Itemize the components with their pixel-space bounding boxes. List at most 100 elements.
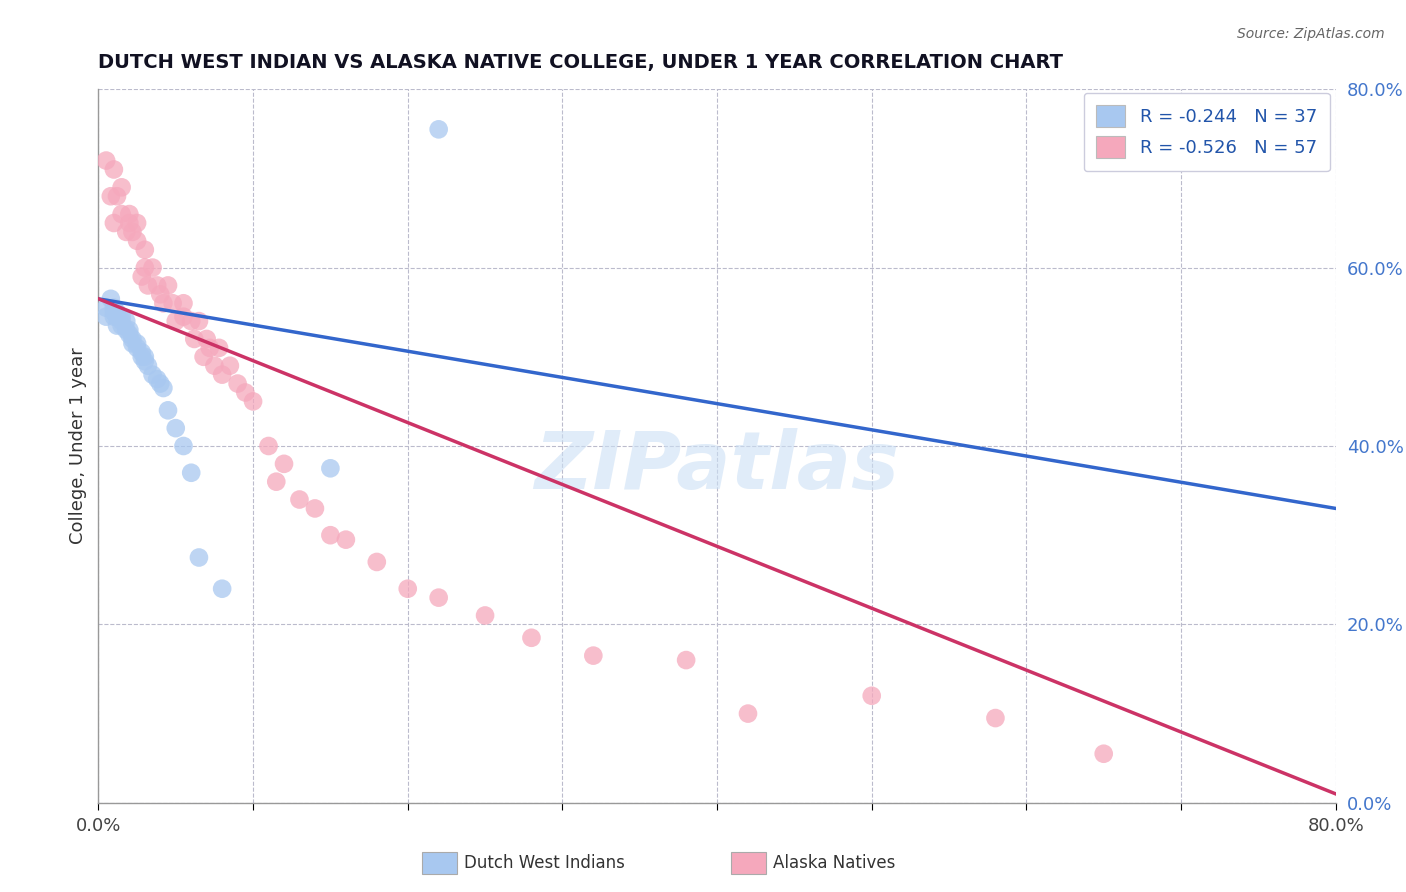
Point [115,225,138,239]
Point [208,341,231,355]
Point [127,234,149,248]
Point [96,310,118,324]
Point [860,689,883,703]
Point [111,207,132,221]
Point [100,292,122,306]
Point [183,332,205,346]
Point [204,359,226,373]
Point [127,216,149,230]
Y-axis label: College, Under 1 year: College, Under 1 year [69,348,87,544]
Text: ZIPatlas: ZIPatlas [534,428,900,507]
Point [146,372,169,386]
Legend: R = -0.244   N = 37, R = -0.526   N = 57: R = -0.244 N = 37, R = -0.526 N = 57 [1084,93,1330,171]
Point [152,296,174,310]
Point [675,653,697,667]
Point [111,310,132,324]
Point [131,345,153,359]
Point [233,385,257,400]
Point [188,550,211,565]
Point [149,376,172,391]
Point [165,421,187,435]
Point [105,305,128,319]
Point [131,350,153,364]
Point [105,318,128,333]
Point [211,368,233,382]
Point [134,243,156,257]
Point [157,403,180,417]
Point [242,394,264,409]
Point [111,314,132,328]
Point [141,260,165,275]
Text: Dutch West Indians: Dutch West Indians [464,855,624,872]
Point [582,648,605,663]
Point [219,359,242,373]
Point [121,332,143,346]
Point [134,260,156,275]
Point [172,296,194,310]
Point [103,216,125,230]
Point [188,314,211,328]
Point [427,122,450,136]
Point [273,457,295,471]
Point [103,301,125,315]
Point [157,278,180,293]
Point [105,310,128,324]
Point [121,336,143,351]
Point [103,305,125,319]
Point [131,269,153,284]
Point [1092,747,1115,761]
Point [195,332,218,346]
Point [319,528,342,542]
Point [100,189,122,203]
Point [737,706,759,721]
Text: DUTCH WEST INDIAN VS ALASKA NATIVE COLLEGE, UNDER 1 YEAR CORRELATION CHART: DUTCH WEST INDIAN VS ALASKA NATIVE COLLE… [98,54,1063,72]
Text: Alaska Natives: Alaska Natives [773,855,896,872]
Point [396,582,419,596]
Point [103,162,125,177]
Point [121,225,143,239]
Point [127,341,149,355]
Point [226,376,249,391]
Point [304,501,326,516]
Point [984,711,1007,725]
Point [180,314,202,328]
Point [136,278,159,293]
Point [165,314,187,328]
Point [105,189,128,203]
Point [111,180,132,194]
Point [134,354,156,368]
Point [96,301,118,315]
Point [319,461,342,475]
Point [96,153,118,168]
Point [474,608,496,623]
Point [103,310,125,324]
Point [115,314,138,328]
Point [149,287,172,301]
Point [152,381,174,395]
Point [335,533,357,547]
Point [211,582,233,596]
Point [118,327,141,342]
Point [520,631,543,645]
Point [127,336,149,351]
Point [198,341,221,355]
Point [366,555,388,569]
Point [427,591,450,605]
Point [162,296,184,310]
Point [180,466,202,480]
Point [118,216,141,230]
Point [288,492,311,507]
Point [118,207,141,221]
Point [134,350,156,364]
Point [141,368,165,382]
Point [257,439,280,453]
Point [264,475,288,489]
Point [172,310,194,324]
Point [172,439,194,453]
Point [118,323,141,337]
Point [115,323,138,337]
Point [193,350,215,364]
Point [111,318,132,333]
Point [136,359,159,373]
Text: Source: ZipAtlas.com: Source: ZipAtlas.com [1237,27,1385,41]
